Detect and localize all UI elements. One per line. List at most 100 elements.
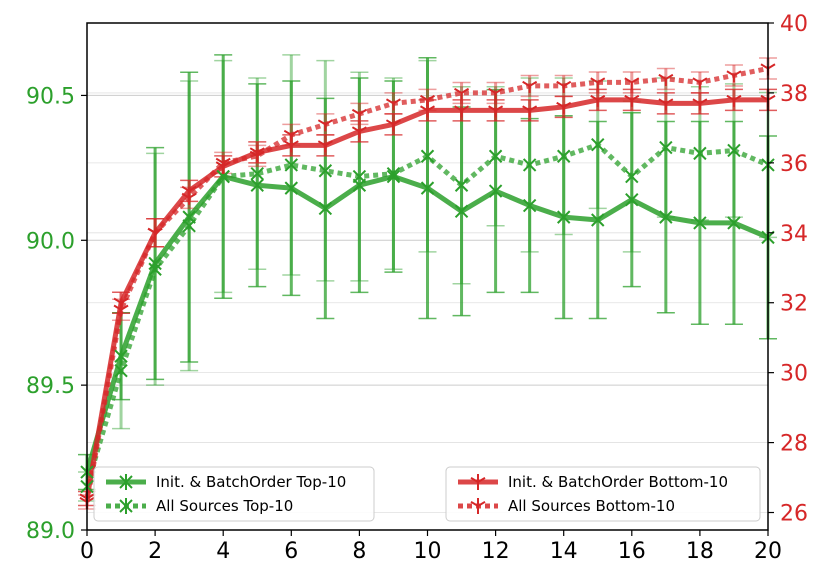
x-tick-label: 10	[414, 539, 442, 564]
right-tick-label: 26	[780, 502, 808, 527]
point-marker	[488, 149, 503, 163]
point-marker	[659, 210, 673, 224]
point-marker	[454, 87, 470, 100]
legend-label: Init. & BatchOrder Bottom-10	[508, 473, 728, 491]
point-marker	[216, 169, 230, 184]
point-marker	[148, 262, 162, 276]
right-tick-label: 28	[780, 432, 808, 457]
point-marker	[419, 94, 436, 107]
point-marker	[420, 149, 435, 163]
legend-top10: Init. & BatchOrder Top-10 All Sources Top…	[93, 466, 375, 522]
x-tick-label: 12	[482, 539, 510, 564]
x-tick-label: 16	[618, 539, 646, 564]
point-marker	[147, 227, 163, 240]
point-marker	[318, 201, 333, 216]
point-marker	[488, 184, 503, 198]
point-marker	[284, 181, 299, 195]
point-marker	[659, 140, 673, 155]
right-tick-label: 32	[780, 292, 808, 317]
point-marker	[556, 149, 571, 163]
point-marker	[181, 192, 197, 205]
left-tick-label: 90.5	[26, 84, 75, 109]
x-tick-label: 18	[686, 539, 714, 564]
legend-label: Init. & BatchOrder Top-10	[156, 473, 346, 491]
point-marker	[625, 193, 639, 207]
point-marker	[114, 349, 128, 363]
point-marker	[556, 101, 572, 114]
point-marker	[114, 363, 128, 378]
point-marker	[351, 108, 367, 121]
point-marker	[692, 98, 708, 111]
legend-bottom10: Init. & BatchOrder Bottom-10 All Sources …	[445, 466, 761, 522]
point-marker	[625, 169, 639, 184]
point-marker	[624, 94, 640, 107]
x-tick-label: 4	[216, 539, 230, 564]
legend-box	[445, 466, 761, 522]
point-marker	[454, 178, 469, 192]
right-tick-label: 38	[780, 82, 808, 107]
point-marker	[250, 178, 264, 192]
point-marker	[283, 140, 299, 153]
point-marker	[113, 304, 129, 317]
x-tick-label: 0	[80, 539, 94, 564]
point-marker	[693, 146, 707, 161]
point-marker	[454, 105, 470, 118]
point-marker	[727, 143, 741, 158]
point-marker	[250, 166, 264, 181]
x-tick-label: 2	[148, 539, 162, 564]
point-marker	[658, 98, 674, 111]
left-tick-label: 90.0	[26, 229, 75, 254]
point-marker	[317, 140, 333, 153]
x-tick-label: 20	[754, 539, 782, 564]
point-marker	[522, 80, 538, 93]
axes: 89.0 89.5 90.0 90.5 26 28 30 32 34 36 38 40 0 2 4 6 8 10 1…	[26, 12, 808, 564]
legend-label: All Sources Top-10	[156, 497, 293, 515]
point-marker	[215, 157, 231, 170]
point-marker	[386, 166, 401, 181]
point-marker	[419, 105, 436, 118]
point-marker	[317, 119, 333, 132]
legend-box	[93, 466, 375, 522]
right-tick-label: 30	[780, 362, 808, 387]
point-marker	[385, 119, 401, 132]
point-marker	[591, 137, 605, 152]
left-tick-label: 89.5	[26, 374, 75, 399]
series-line	[84, 66, 769, 503]
point-marker	[182, 219, 196, 233]
x-tick-label: 6	[284, 539, 298, 564]
point-marker	[590, 94, 606, 107]
point-marker	[284, 158, 299, 172]
point-marker	[488, 105, 504, 118]
error-bars	[78, 54, 777, 510]
point-marker	[522, 105, 538, 118]
point-marker	[249, 150, 265, 163]
legend-label: All Sources Bottom-10	[508, 497, 675, 515]
point-marker	[693, 216, 707, 230]
left-tick-label: 89.0	[26, 519, 75, 544]
point-marker	[624, 77, 640, 90]
point-marker	[385, 98, 401, 111]
point-marker	[726, 94, 742, 107]
right-tick-label: 36	[780, 152, 808, 177]
point-marker	[591, 213, 605, 227]
right-tick-label: 34	[780, 222, 808, 247]
point-marker	[352, 169, 367, 184]
point-marker	[318, 164, 333, 178]
point-marker	[454, 204, 469, 219]
point-marker	[692, 77, 708, 90]
point-marker	[590, 77, 606, 90]
point-marker	[522, 198, 537, 213]
point-marker	[522, 158, 537, 172]
point-marker	[351, 126, 367, 139]
point-marker	[420, 181, 435, 195]
point-marker	[148, 256, 162, 271]
point-marker	[658, 73, 674, 86]
point-marker	[488, 87, 504, 100]
point-marker	[556, 80, 572, 93]
x-tick-label: 14	[550, 539, 578, 564]
point-marker	[283, 129, 299, 142]
point-marker	[727, 216, 741, 230]
x-tick-label: 8	[352, 539, 366, 564]
right-tick-label: 40	[780, 12, 808, 37]
